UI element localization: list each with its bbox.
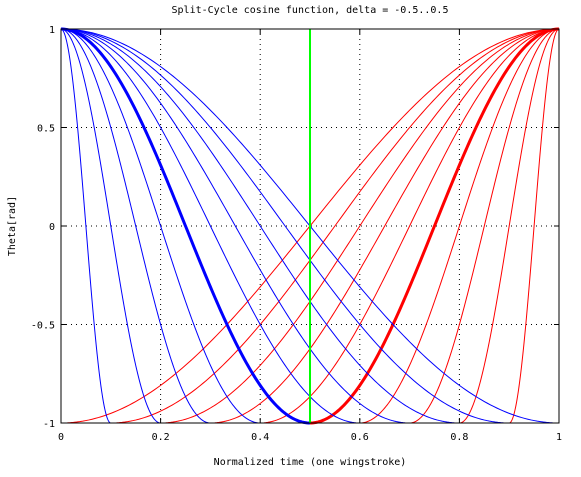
- y-tick-label: -1: [43, 419, 55, 430]
- x-tick-label: 0: [58, 432, 64, 443]
- downstroke-curve: [60, 28, 261, 424]
- x-tick-label: 0.6: [351, 432, 369, 443]
- downstroke-curve: [60, 28, 460, 424]
- y-axis-ticks: 1 0.5 0 -0.5 -1: [31, 25, 559, 430]
- downstroke-curve: [60, 28, 111, 424]
- x-tick-label: 1: [556, 432, 562, 443]
- downstroke-curve: [60, 28, 211, 424]
- y-tick-label: -0.5: [31, 321, 55, 332]
- y-axis-label: Theta[rad]: [7, 196, 18, 256]
- y-tick-label: 0.5: [37, 124, 55, 135]
- y-tick-label: 1: [49, 25, 55, 36]
- y-tick-label: 0: [49, 222, 55, 233]
- upstroke-curve: [509, 28, 560, 424]
- upstroke-curve: [359, 28, 560, 424]
- downstroke-curve: [60, 28, 510, 424]
- x-axis-label: Normalized time (one wingstroke): [214, 457, 407, 468]
- x-tick-label: 0.8: [450, 432, 468, 443]
- downstroke-curve: [60, 28, 161, 424]
- x-tick-label: 0.2: [152, 432, 170, 443]
- x-tick-label: 0.4: [251, 432, 269, 443]
- x-axis-ticks: 0 0.2 0.4 0.6 0.8 1: [58, 29, 562, 443]
- chart-title: Split-Cycle cosine function, delta = -0.…: [172, 5, 449, 16]
- downstroke-curve: [60, 28, 410, 424]
- downstroke-curve: [60, 27, 311, 425]
- upstroke-curve: [459, 28, 560, 424]
- upstroke-curve: [260, 28, 560, 424]
- upstroke-curve: [160, 28, 560, 424]
- downstroke-curve: [60, 28, 360, 424]
